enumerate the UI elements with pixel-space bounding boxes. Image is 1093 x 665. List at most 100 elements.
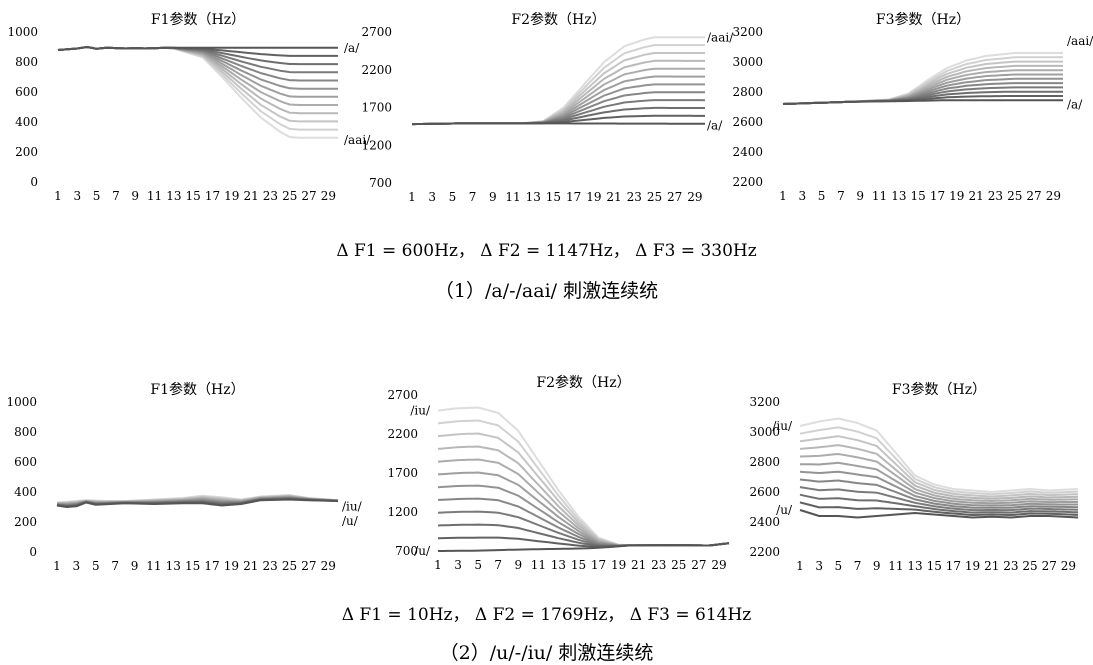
u-F1-xtick-label: 19 <box>224 559 239 573</box>
a-F1-ytick-label: 400 <box>15 115 38 129</box>
a-F3-xtick-label: 19 <box>949 189 964 203</box>
u-F2-xtick-label: 21 <box>631 558 646 572</box>
u-F1-xtick-label: 25 <box>282 559 297 573</box>
a-F3-xtick-label: 17 <box>930 189 945 203</box>
u-F1-xtick-label: 11 <box>146 559 161 573</box>
u-F1-ytick-label: 400 <box>14 485 37 499</box>
u-F2-ytick-label: 2700 <box>387 388 418 402</box>
a-F2-xtick-label: 11 <box>505 190 520 204</box>
u-F3-series-line <box>799 453 1078 502</box>
u-F3-xtick-label: 21 <box>984 559 999 573</box>
u-F1-xtick-label: 5 <box>92 559 100 573</box>
a-F2-title: F2参数（Hz） <box>511 11 605 28</box>
a-F3-ytick-label: 3000 <box>732 55 763 69</box>
delta-text-row2: Δ F1 = 10Hz， Δ F2 = 1769Hz， Δ F3 = 614Hz <box>341 605 752 625</box>
a-F2-series-line <box>411 122 705 126</box>
u-F3-series-line <box>799 478 1078 509</box>
a-F1-ytick-label: 0 <box>30 175 38 189</box>
u-F2-series-label: /u/ <box>414 544 431 558</box>
a-F3-ytick-label: 3200 <box>732 25 763 39</box>
a-F1-xtick-label: 15 <box>186 189 201 203</box>
a-F1-series-line <box>57 46 338 51</box>
a-F1-xtick-label: 29 <box>321 189 336 203</box>
a-F3-xtick-label: 9 <box>856 189 864 203</box>
u-F3-ytick-label: 2400 <box>749 515 780 529</box>
u-F3-series-line <box>799 435 1079 498</box>
a-F3-ytick-label: 2200 <box>732 175 763 189</box>
u-F2-xtick-label: 29 <box>711 558 726 572</box>
a-F3-xtick-label: 23 <box>988 189 1003 203</box>
a-F3-ytick-label: 2600 <box>732 115 763 129</box>
a-F2-ytick-label: 1700 <box>361 101 392 115</box>
u-F3-xtick-label: 1 <box>796 559 804 573</box>
u-F1-xtick-label: 29 <box>321 559 336 573</box>
u-F3-xtick-label: 13 <box>907 559 922 573</box>
a-F1-xtick-label: 19 <box>224 189 239 203</box>
u-F3-ytick-label: 3000 <box>749 425 780 439</box>
u-F2-series-line <box>437 484 730 547</box>
a-F3-xtick-label: 15 <box>911 189 926 203</box>
u-F1-xtick-label: 7 <box>111 559 119 573</box>
u-F3-series-label: /iu/ <box>772 419 793 433</box>
u-F3-series-line <box>799 426 1079 496</box>
a-F3-series-label: /aai/ <box>1067 34 1093 48</box>
u-F1-xtick-label: 27 <box>301 559 316 573</box>
a-F1-series-label: /aai/ <box>344 133 371 147</box>
a-F3-title: F3参数（Hz） <box>876 11 970 28</box>
u-F2-xtick-label: 5 <box>474 558 482 572</box>
u-F1-series-label: /iu/ <box>342 499 363 513</box>
a-F2-xtick-label: 25 <box>647 190 662 204</box>
u-F2-xtick-label: 25 <box>671 558 686 572</box>
a-F3-xtick-label: 29 <box>1046 189 1061 203</box>
a-F2-xtick-label: 27 <box>667 190 682 204</box>
u-F3-ytick-label: 2600 <box>749 485 780 499</box>
a-F1-series-line <box>57 46 338 123</box>
a-F1-xtick-label: 27 <box>301 189 316 203</box>
u-F1-xtick-label: 21 <box>243 559 258 573</box>
u-F1-ytick-label: 800 <box>14 425 37 439</box>
a-F2-xtick-label: 29 <box>687 190 702 204</box>
u-F3-ytick-label: 3200 <box>749 395 780 409</box>
a-F1-xtick-label: 21 <box>243 189 258 203</box>
u-F3-series-line <box>799 444 1079 500</box>
u-F2-xtick-label: 27 <box>691 558 706 572</box>
u-F1-xtick-label: 13 <box>166 559 181 573</box>
a-F3-xtick-label: 21 <box>968 189 983 203</box>
a-F1-ytick-label: 1000 <box>7 25 38 39</box>
a-F1-xtick-label: 7 <box>112 189 120 203</box>
u-F3-xtick-label: 19 <box>965 559 980 573</box>
a-F2-xtick-label: 7 <box>469 190 477 204</box>
a-F1-ytick-label: 800 <box>15 55 38 69</box>
u-F3-xtick-label: 11 <box>888 559 903 573</box>
u-F3-xtick-label: 9 <box>873 559 881 573</box>
u-F3-ytick-label: 2800 <box>749 455 780 469</box>
u-F2-xtick-label: 17 <box>591 558 606 572</box>
a-F3-series-line <box>782 99 1063 105</box>
u-F1-ytick-label: 200 <box>14 515 37 529</box>
u-F1-xtick-label: 15 <box>185 559 200 573</box>
a-F1-series-line <box>57 46 338 139</box>
a-F2-xtick-label: 15 <box>546 190 561 204</box>
u-F1-series-line <box>56 498 339 508</box>
caption-row2: （2）/u/-/iu/ 刺激连续统 <box>439 642 654 664</box>
u-F3-xtick-label: 27 <box>1042 559 1057 573</box>
u-F1-title: F1参数（Hz） <box>150 381 244 398</box>
a-F2-ytick-label: 700 <box>369 176 392 190</box>
a-F3-ytick-label: 2400 <box>732 145 763 159</box>
u-F3-ytick-label: 2200 <box>749 545 780 559</box>
a-F1-xtick-label: 1 <box>54 189 62 203</box>
a-F3-xtick-label: 25 <box>1007 189 1022 203</box>
u-F1-xtick-label: 3 <box>73 559 81 573</box>
u-F2-title: F2参数（Hz） <box>536 374 630 391</box>
a-F2-xtick-label: 17 <box>566 190 581 204</box>
u-F2-xtick-label: 13 <box>551 558 566 572</box>
a-F1-xtick-label: 3 <box>73 189 81 203</box>
u-F3-series-line <box>799 417 1079 493</box>
a-F3-xtick-label: 1 <box>779 189 787 203</box>
u-F3-title: F3参数（Hz） <box>892 381 986 398</box>
a-F2-xtick-label: 1 <box>408 190 416 204</box>
u-F3-series-line <box>799 501 1079 516</box>
u-F1-ytick-label: 600 <box>14 455 37 469</box>
a-F3-xtick-label: 7 <box>837 189 845 203</box>
